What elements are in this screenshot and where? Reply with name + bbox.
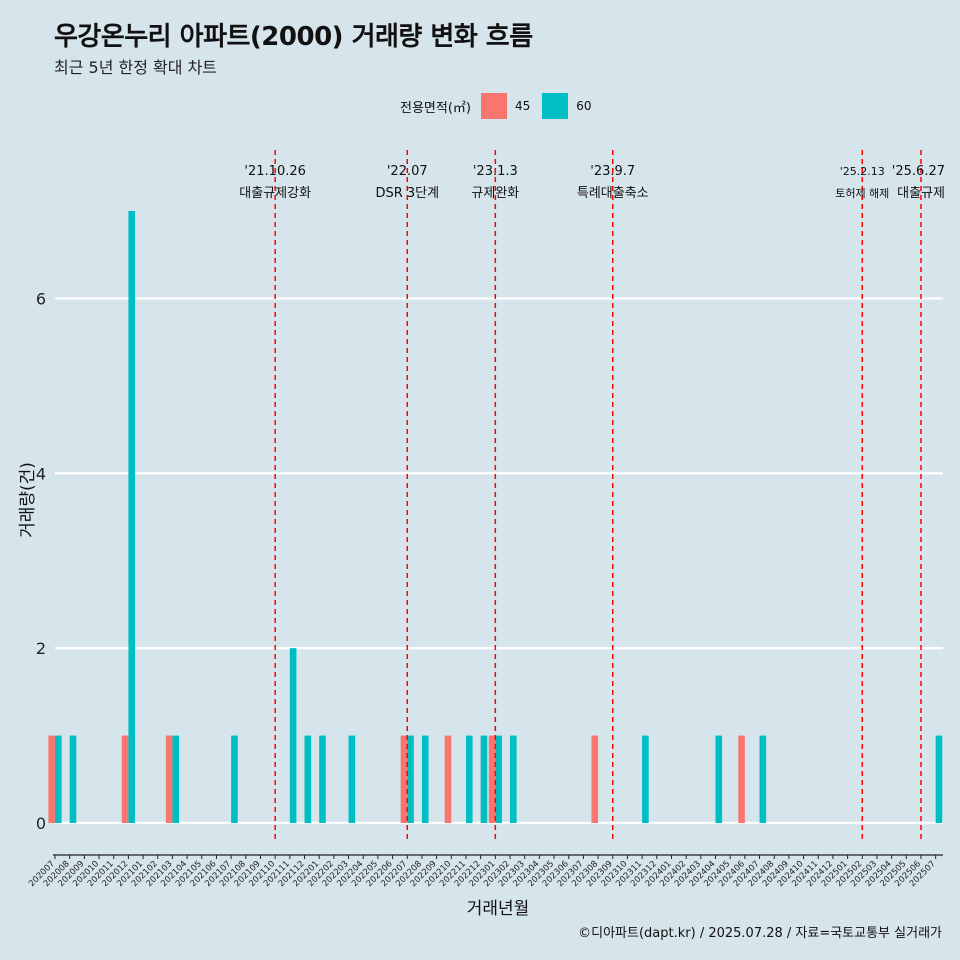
bar-60-202208 [421,735,429,823]
bar-60-202212 [480,735,488,823]
y-tick-label: 0 [36,814,46,833]
bar-60-202103 [172,735,180,823]
bar-60-202507 [935,735,943,823]
bar-60-202112 [304,735,312,823]
legend-label-45: 45 [514,99,531,113]
bar-45-202406 [738,735,745,823]
event-date: '22.07 [387,164,428,179]
y-tick-label: 2 [36,639,46,658]
event-date: '23.1.3 [473,164,518,179]
bar-60-202404 [715,735,723,823]
bar-45-202210 [444,735,452,823]
bar-60-202111 [289,648,297,823]
event-label: 특례대출축소 [577,186,649,201]
event-date: '23.9.7 [590,164,635,179]
bar-60-202012 [128,211,135,823]
page-title: 우강온누리 아파트(2000) 거래량 변화 흐름 [54,22,533,52]
legend-title: 전용면적(㎡) [400,100,471,116]
bar-60-202302 [510,735,517,823]
bar-45-202308 [591,735,599,823]
event-date: '21.10.26 [244,164,305,179]
bar-60-202107 [231,735,238,823]
bar-60-202008 [69,735,77,823]
legend: 전용면적(㎡) 45 60 [400,93,604,119]
bar-60-202301 [495,735,502,823]
page-subtitle: 최근 5년 한정 확대 차트 [54,58,218,77]
bar-60-202203 [348,735,356,823]
bar-60-202201 [319,735,326,823]
y-axis-title: 거래량(건) [18,462,38,538]
bar-45-202301 [488,735,496,823]
event-date: '25.2.13 [840,165,885,178]
legend-item-45: 45 [480,93,531,119]
y-tick-label: 4 [36,464,46,483]
event-label: 규제완화 [471,186,519,201]
bar-45-202103 [165,735,173,823]
event-label: 대출규제 [897,186,945,201]
bar-45-202207 [400,735,408,823]
bar-60-202407 [759,735,767,823]
event-label: 토허제 해제 [835,186,889,200]
legend-label-60: 60 [576,99,592,113]
event-label: 대출규제강화 [239,186,311,201]
legend-item-60: 60 [542,93,592,119]
bar-60-202211 [465,735,473,823]
source-caption: ©디아파트(dapt.kr) / 2025.07.28 / 자료=국토교통부 실… [578,926,942,941]
bar-60-202207 [407,735,414,823]
event-label: DSR 3단계 [375,186,439,201]
legend-swatch-45 [480,93,507,119]
bar-60-202311 [642,735,649,823]
bar-60-202007 [55,735,62,823]
bar-45-202007 [48,735,55,823]
x-axis-title: 거래년월 [467,899,530,919]
y-tick-label: 6 [36,289,46,308]
bar-45-202012 [121,735,129,823]
event-date: '25.6.27 [892,164,945,179]
legend-swatch-60 [542,93,569,119]
